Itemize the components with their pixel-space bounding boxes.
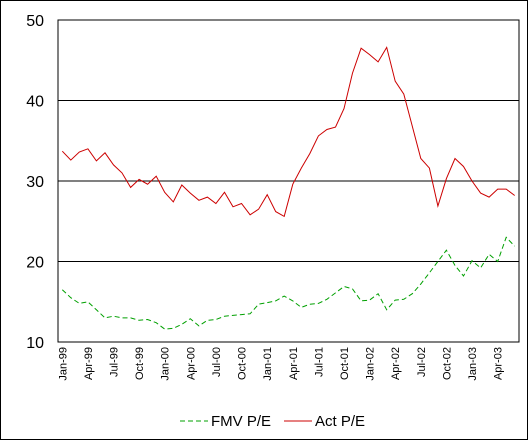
x-tick-label: Apr-01 [288,347,300,380]
x-tick-label: Apr-03 [493,347,505,380]
x-tick-label: Jul-99 [108,347,120,377]
x-tick-label: Jan-99 [57,347,69,381]
x-tick-label: Jan-01 [262,347,274,381]
x-tick-label: Oct-99 [134,347,146,380]
plot-area-frame [57,19,520,343]
y-tick-label: 20 [26,255,44,272]
y-tick-label: 30 [26,174,44,191]
x-tick-label: Jan-03 [467,347,479,381]
series-line-fmv-p-e [61,236,516,330]
x-tick-label: Oct-01 [339,347,351,380]
x-tick-label: Jul-02 [416,347,428,377]
y-tick-label: 10 [26,335,44,352]
legend-label: Act P/E [315,413,365,430]
x-tick-label: Jul-00 [211,347,223,377]
x-tick-label: Apr-02 [390,347,402,380]
y-tick-label: 50 [26,13,44,30]
legend-label: FMV P/E [211,413,271,430]
x-tick-label: Apr-99 [83,347,95,380]
x-tick-label: Jan-00 [160,347,172,381]
x-tick-label: Jan-02 [365,347,377,381]
series-line-act-p-e [61,46,516,218]
y-tick-label: 40 [26,94,44,111]
x-tick-label: Jul-01 [313,347,325,377]
x-tick-label: Oct-00 [237,347,249,380]
x-tick-label: Apr-00 [185,347,197,380]
x-tick-label: Oct-02 [441,347,453,380]
